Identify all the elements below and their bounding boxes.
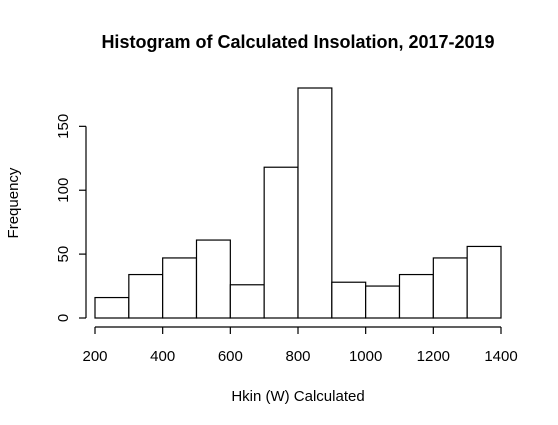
histogram-bar bbox=[94, 296, 130, 319]
histogram-bar bbox=[398, 273, 434, 319]
x-tick-label: 800 bbox=[285, 348, 310, 365]
histogram-bar bbox=[365, 285, 401, 319]
bars-group bbox=[94, 87, 502, 319]
x-tick-label: 1200 bbox=[417, 348, 450, 365]
histogram-bar bbox=[128, 273, 164, 319]
histogram-bar bbox=[466, 245, 502, 319]
x-tick-label: 1400 bbox=[484, 348, 517, 365]
y-tick-label: 0 bbox=[55, 314, 72, 322]
histogram-bar bbox=[229, 284, 265, 319]
y-tick-label: 50 bbox=[55, 246, 72, 263]
histogram-bar bbox=[331, 281, 367, 319]
histogram-bar bbox=[297, 87, 333, 319]
x-axis: 200 400 600 800 1000 1200 1400 bbox=[82, 326, 518, 365]
x-tick-label: 200 bbox=[82, 348, 107, 365]
y-tick-label: 100 bbox=[55, 178, 72, 203]
histogram-bar bbox=[162, 257, 198, 319]
chart-title: Histogram of Calculated Insolation, 2017… bbox=[101, 32, 494, 52]
y-tick-label: 150 bbox=[55, 114, 72, 139]
histogram-bar bbox=[432, 257, 468, 319]
histogram-bar bbox=[263, 166, 299, 319]
x-tick-label: 400 bbox=[150, 348, 175, 365]
histogram-bar bbox=[195, 239, 231, 319]
x-axis-label: Hkin (W) Calculated bbox=[231, 388, 364, 405]
y-axis-label: Frequency bbox=[5, 167, 22, 238]
x-tick-label: 600 bbox=[218, 348, 243, 365]
x-tick-label: 1000 bbox=[349, 348, 382, 365]
y-axis: 0 50 100 150 bbox=[55, 114, 87, 322]
